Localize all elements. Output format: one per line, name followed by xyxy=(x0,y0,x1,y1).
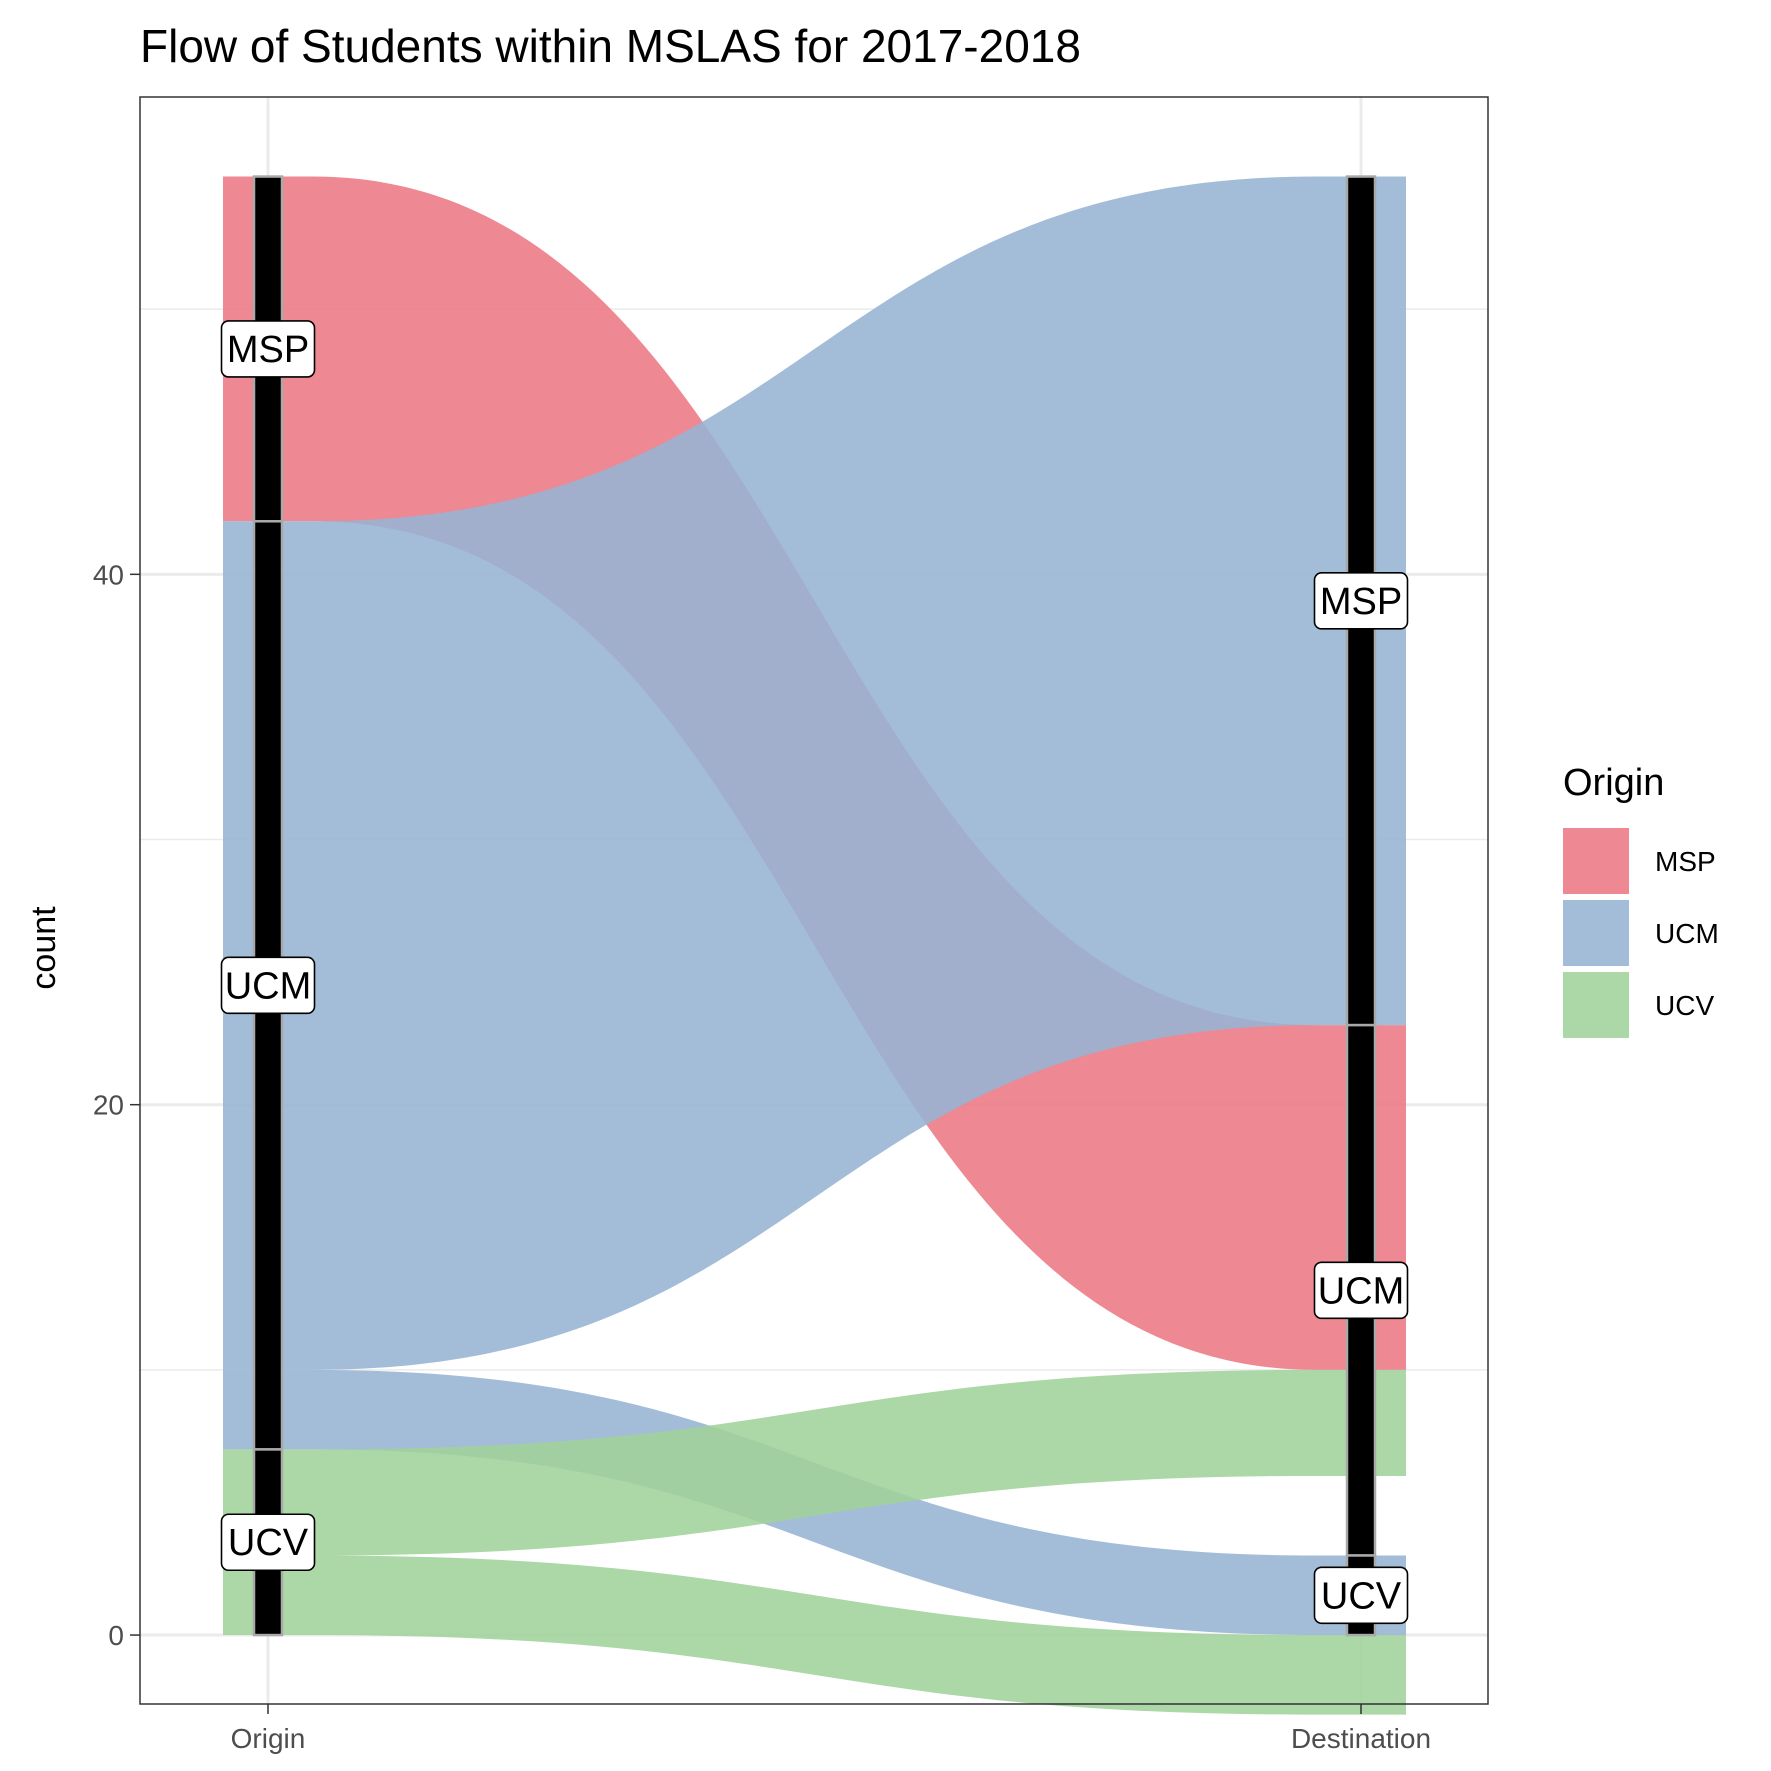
legend-title: Origin xyxy=(1563,762,1664,804)
plot-panel: MSP UCM UCV MSP UCM UCV 0 20 40 Origin Destination xyxy=(93,96,1489,1754)
stratum-label: MSP xyxy=(1320,581,1402,623)
y-axis-title: count xyxy=(25,906,63,990)
stratum-label-box xyxy=(220,1513,316,1572)
stratum-label-box xyxy=(220,956,316,1015)
legend-key-msp xyxy=(1563,828,1629,894)
panel-border xyxy=(139,96,1489,1705)
flow-ribbon xyxy=(223,176,1406,1370)
legend-key-ucv xyxy=(1563,972,1629,1038)
flow-ribbon xyxy=(223,1555,1406,1715)
flow-ribbon xyxy=(223,1369,1406,1556)
stratum-label: MSP xyxy=(227,329,309,371)
stratum-label: UCV xyxy=(228,1522,309,1564)
legend-label: UCM xyxy=(1655,918,1719,949)
stratum-label-box xyxy=(1313,572,1409,630)
stratum-label-box xyxy=(220,320,316,378)
legend: MSP UCM UCV xyxy=(1563,828,1719,1038)
y-tick-label: 40 xyxy=(93,559,124,590)
stratum-label: UCM xyxy=(1318,1270,1405,1312)
legend-label: UCV xyxy=(1655,990,1714,1021)
stratum-label-box xyxy=(1313,1566,1409,1625)
stratum-label-box xyxy=(1313,1261,1409,1320)
legend-label: MSP xyxy=(1655,846,1716,877)
legend-key-ucm xyxy=(1563,900,1629,966)
x-tick-label: Origin xyxy=(231,1723,306,1754)
stratum-label: UCV xyxy=(1321,1575,1402,1617)
x-tick-label: Destination xyxy=(1291,1723,1431,1754)
y-tick-label: 20 xyxy=(93,1090,124,1121)
chart-title: Flow of Students within MSLAS for 2017-2… xyxy=(140,20,1081,72)
y-tick-label: 0 xyxy=(108,1620,124,1651)
stratum-label: UCM xyxy=(225,965,312,1007)
